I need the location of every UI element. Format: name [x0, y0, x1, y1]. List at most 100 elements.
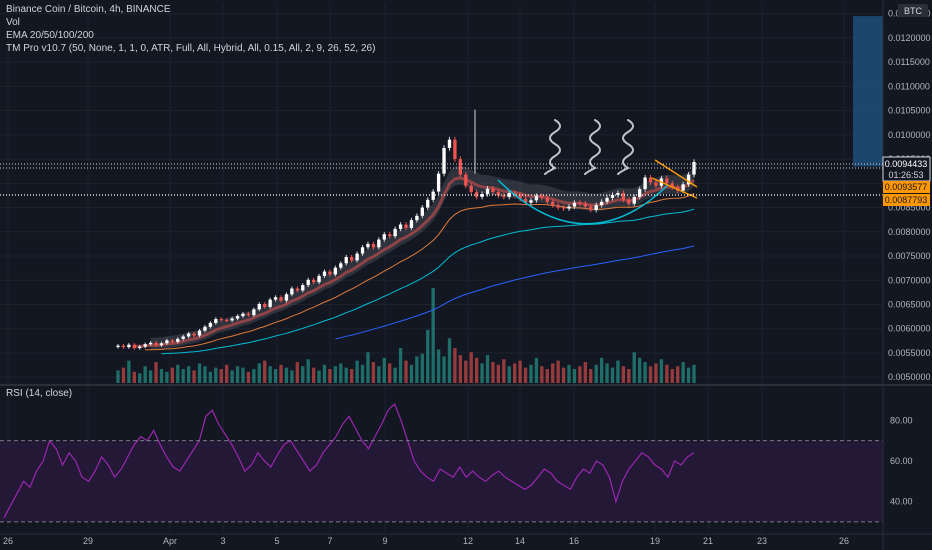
volume-bar	[192, 370, 196, 383]
last-price-tag	[882, 156, 931, 182]
volume-bar	[121, 367, 126, 383]
candle-body	[442, 147, 446, 174]
candle-body	[420, 207, 424, 216]
ema-legend[interactable]: EMA 20/50/100/200	[6, 30, 94, 41]
volume-bar	[170, 367, 175, 383]
symbol-title: Binance Coin / Bitcoin, 4h, BINANCE	[6, 4, 171, 15]
volume-bar	[518, 360, 522, 383]
candle-body	[371, 243, 376, 248]
candle-body	[165, 340, 169, 344]
volume-bar	[349, 369, 354, 383]
time-axis-label: 9	[382, 536, 387, 546]
volume-bar	[257, 363, 261, 383]
candle-body	[306, 279, 310, 286]
candle-body	[290, 288, 294, 295]
candle-body	[436, 173, 441, 192]
tm-legend[interactable]: TM Pro v10.7 (50, None, 1, 1, 0, ATR, Fu…	[6, 43, 376, 54]
volume-bar	[138, 373, 142, 383]
volume-bar	[632, 352, 636, 383]
volume-bar	[480, 363, 484, 383]
price-axis-label: 0.0080000	[888, 227, 931, 237]
volume-bar	[366, 352, 370, 383]
volume-bar	[561, 367, 566, 383]
volume-bar	[339, 363, 343, 383]
candle-body	[578, 202, 582, 204]
volume-bar	[523, 367, 528, 383]
volume-bar	[594, 364, 598, 383]
rsi-axis-label: 80.00	[890, 415, 913, 425]
vol-legend[interactable]: Vol	[6, 17, 20, 28]
volume-bar	[681, 362, 685, 383]
candle-body	[594, 205, 598, 210]
rsi-legend[interactable]: RSI (14, close)	[6, 388, 73, 399]
volume-bar	[116, 370, 120, 383]
volume-bar	[583, 362, 587, 383]
volume-bar	[420, 353, 424, 383]
candle-body	[502, 195, 506, 197]
candle-body	[643, 177, 647, 190]
candle-body	[589, 206, 593, 210]
flag-line-bottom	[651, 177, 698, 199]
volume-bar	[648, 366, 653, 383]
volume-bar	[464, 360, 468, 383]
candle-body	[328, 271, 332, 275]
volume-bar	[578, 366, 582, 383]
volume-bar	[458, 355, 463, 383]
ema100-line	[161, 208, 695, 355]
time-axis-label: 19	[650, 536, 660, 546]
volume-bar	[311, 367, 316, 383]
candle-body	[491, 188, 495, 193]
candle-body	[415, 215, 419, 221]
price-axis-label: 0.0120000	[888, 33, 931, 43]
volume-bar	[317, 370, 321, 383]
candle-body	[284, 294, 289, 301]
steam-squiggle	[544, 119, 561, 175]
candle-body	[474, 192, 479, 197]
price-axis-label: 0.0070000	[888, 275, 931, 285]
volume-bar	[654, 363, 658, 383]
volume-bar	[616, 360, 620, 383]
candle-body	[583, 203, 587, 207]
candle-body	[534, 195, 539, 201]
candle-body	[230, 318, 234, 321]
candle-body	[599, 201, 604, 206]
candle-body	[670, 183, 674, 188]
candle-body	[464, 174, 468, 186]
volume-bar	[589, 369, 593, 383]
volume-bar	[186, 366, 191, 383]
candle-body	[349, 256, 354, 261]
volume-bar	[252, 369, 256, 383]
volume-bar	[409, 364, 414, 383]
candle-body	[339, 263, 343, 268]
candle-body	[572, 202, 577, 207]
candle-body	[632, 196, 636, 204]
candles	[116, 109, 696, 350]
currency-badge[interactable]	[898, 4, 928, 17]
volume-bar	[344, 367, 348, 383]
candle-body	[480, 193, 484, 197]
volume-bar	[148, 370, 153, 383]
candle-body	[654, 182, 658, 186]
last-price-text: 0.0094433	[885, 159, 928, 169]
volume-bar	[301, 366, 305, 383]
time-axis-label: 21	[703, 536, 713, 546]
volume-bar	[230, 370, 234, 383]
candle-body	[648, 177, 653, 183]
volume-bar	[328, 369, 332, 383]
time-axis-label: 26	[839, 536, 849, 546]
candle-body	[203, 326, 207, 331]
price-axis-label: 0.0115000	[888, 57, 930, 67]
candle-body	[496, 192, 501, 196]
volume-bar	[676, 366, 680, 383]
price-axis-label: 0.0110000	[888, 81, 930, 91]
candle-body	[616, 193, 620, 195]
candle-body	[382, 234, 386, 240]
candle-body	[181, 336, 185, 339]
volume-bar	[225, 364, 229, 383]
candle-body	[605, 197, 609, 202]
volume-bar	[610, 367, 615, 383]
price-axis-label: 0.0100000	[888, 130, 931, 140]
volume-bar	[621, 366, 626, 383]
volume-bar	[132, 371, 136, 383]
